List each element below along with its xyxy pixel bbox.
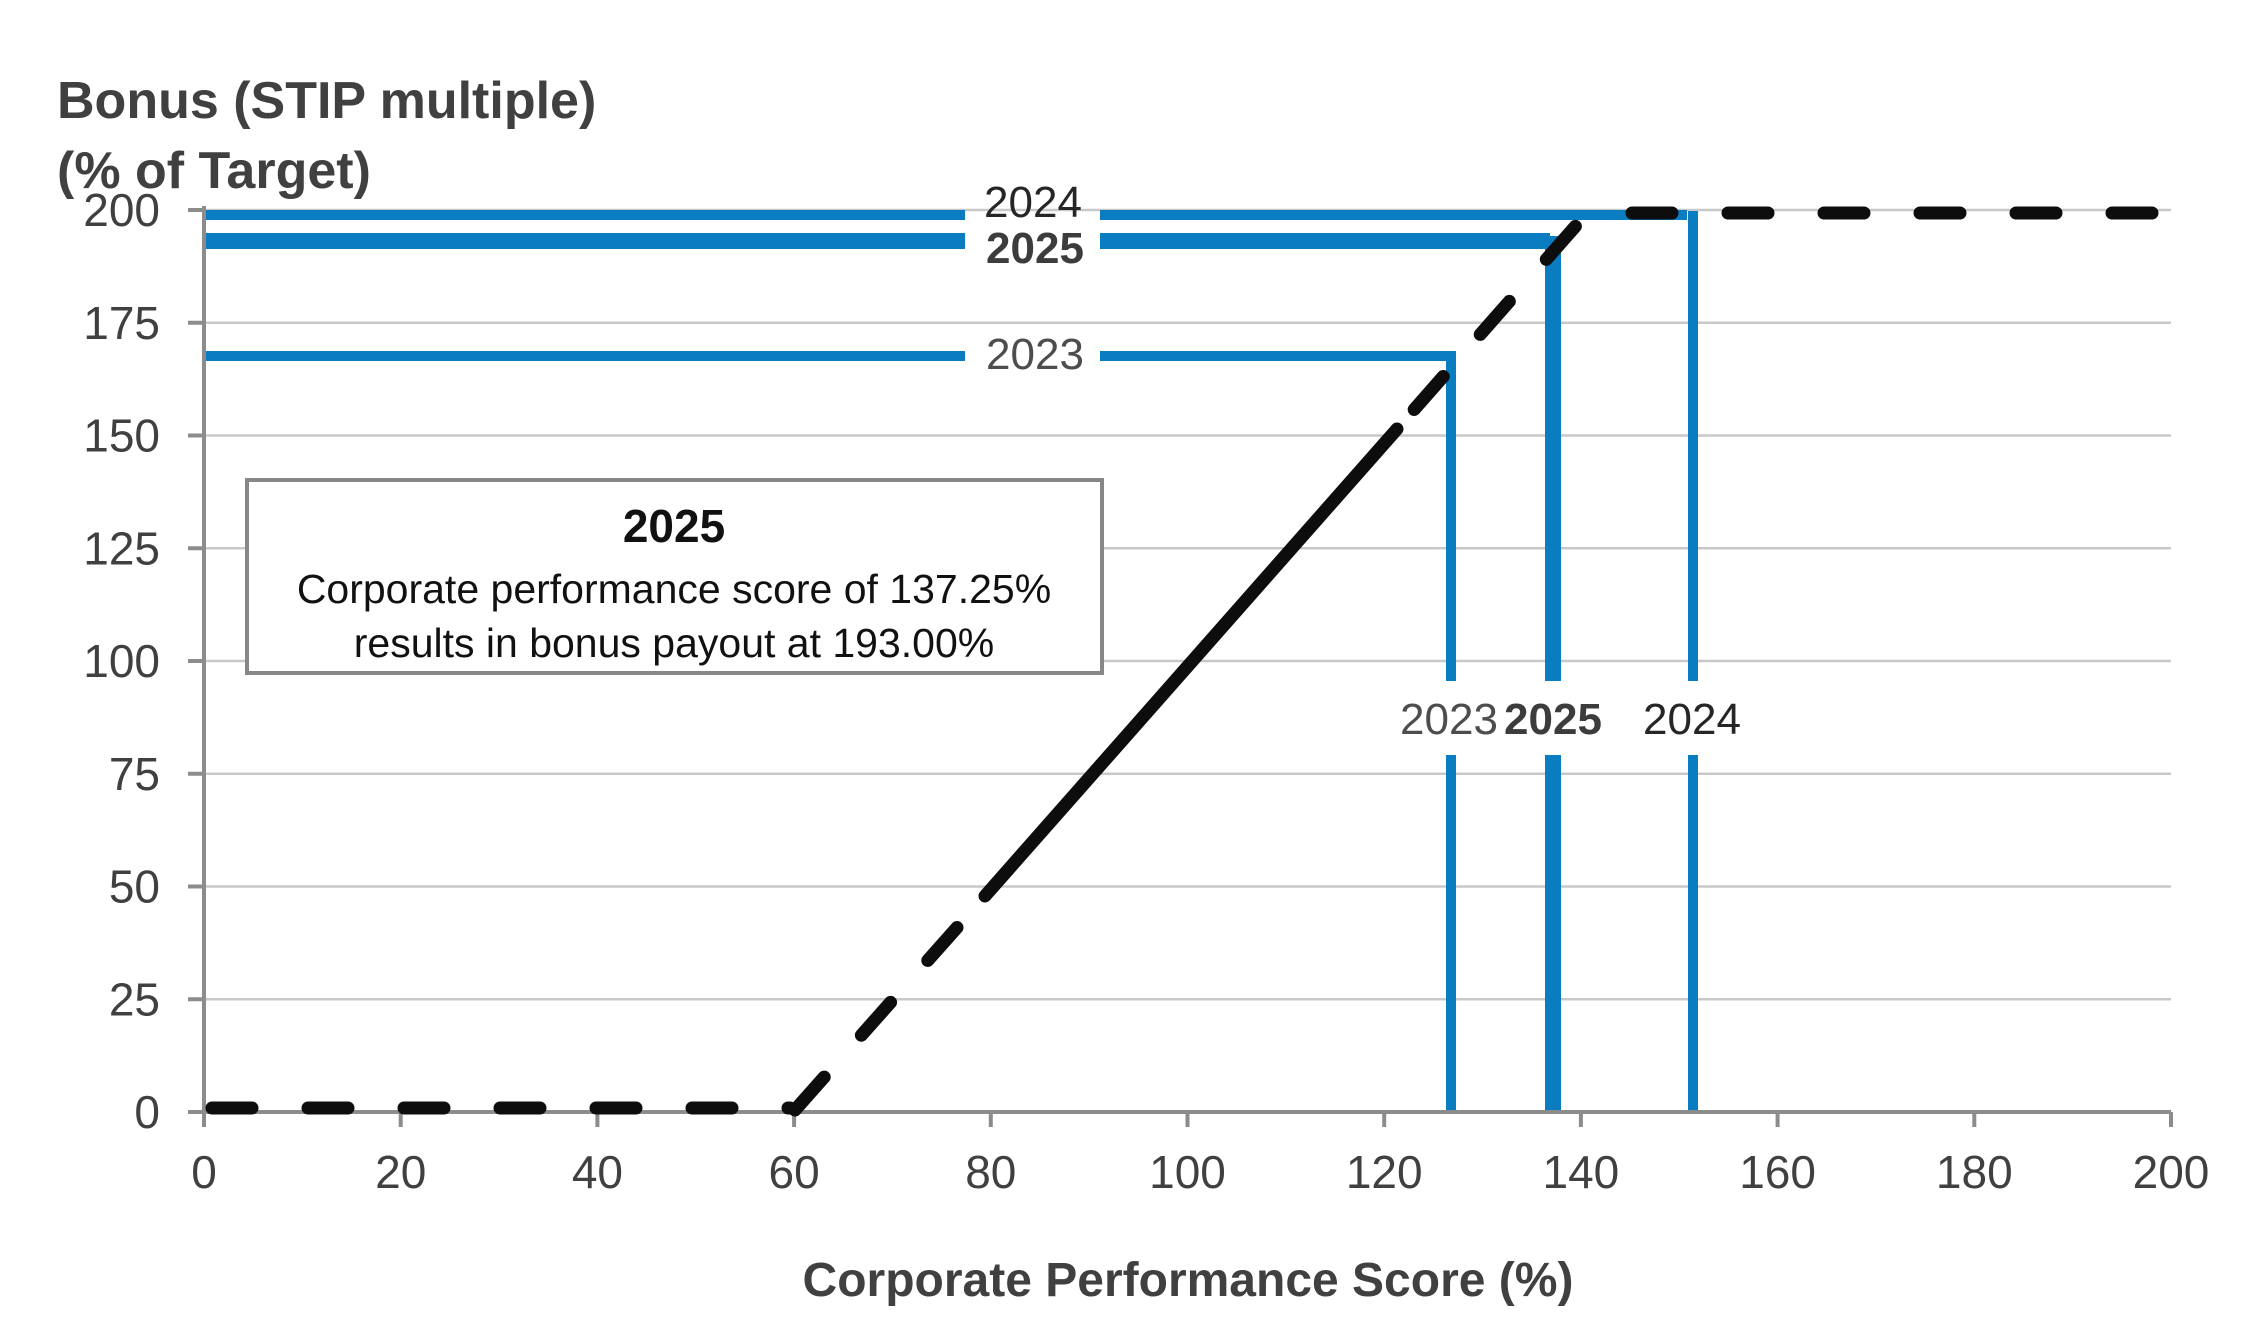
annotation-title: 2025 [623, 500, 725, 552]
x-tick-label-180: 180 [1936, 1146, 2013, 1198]
y-axis-ticks: 0 25 50 75 100 125 150 175 200 [83, 184, 204, 1138]
x-axis-title: Corporate Performance Score (%) [803, 1254, 1574, 1307]
annotation-body-line2: results in bonus payout at 193.00% [354, 620, 995, 666]
y-tick-label-75: 75 [109, 748, 160, 800]
payout-curve-ramp-solid [978, 422, 1404, 903]
payout-curve-ramp-upper-dashed [1390, 205, 1595, 436]
x-axis-ticks: 0 20 40 60 80 100 120 140 160 180 200 [191, 1112, 2209, 1198]
label-score-2023: 2023 [1400, 695, 1498, 744]
annotation-body-line1: Corporate performance score of 137.25% [297, 566, 1051, 612]
y-tick-label-125: 125 [83, 522, 160, 574]
x-tick-label-20: 20 [375, 1146, 426, 1198]
x-tick-label-200: 200 [2133, 1146, 2210, 1198]
label-payout-2025: 2025 [986, 224, 1084, 273]
label-payout-2024: 2024 [984, 178, 1082, 227]
x-tick-label-120: 120 [1346, 1146, 1423, 1198]
y-tick-label-100: 100 [83, 635, 160, 687]
y-tick-label-150: 150 [83, 410, 160, 462]
label-payout-2023: 2023 [986, 330, 1084, 379]
y-axis-title-line1: Bonus (STIP multiple) [57, 72, 596, 130]
annotation-box: 2025 Corporate performance score of 137.… [245, 478, 1104, 675]
y-tick-label-25: 25 [109, 973, 160, 1025]
x-tick-label-80: 80 [965, 1146, 1016, 1198]
y-tick-label-50: 50 [109, 861, 160, 913]
x-tick-label-140: 140 [1543, 1146, 1620, 1198]
x-tick-label-100: 100 [1149, 1146, 1226, 1198]
payout-curve-ramp-lower-dashed [788, 889, 992, 1117]
y-tick-label-0: 0 [134, 1086, 160, 1138]
y-axis-title-line2: (% of Target) [57, 142, 371, 200]
annotation-border [245, 478, 1104, 675]
x-tick-label-0: 0 [191, 1146, 217, 1198]
label-score-2025: 2025 [1504, 695, 1602, 744]
label-score-2024: 2024 [1643, 695, 1741, 744]
x-tick-label-60: 60 [769, 1146, 820, 1198]
y-tick-label-200: 200 [83, 184, 160, 236]
y-tick-label-175: 175 [83, 297, 160, 349]
x-tick-label-160: 160 [1739, 1146, 1816, 1198]
x-tick-label-40: 40 [572, 1146, 623, 1198]
